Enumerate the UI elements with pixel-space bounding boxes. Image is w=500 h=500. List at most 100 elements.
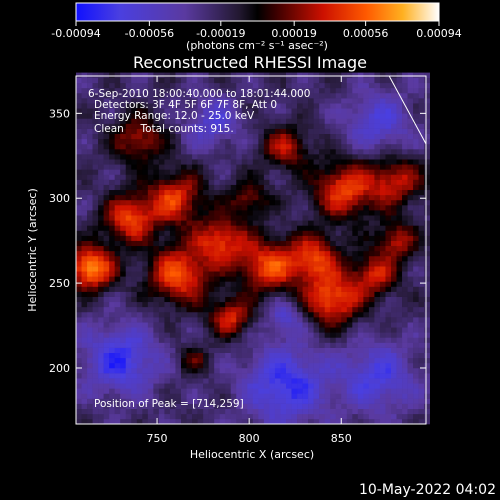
heatmap-pixel	[391, 169, 397, 175]
heatmap-pixel	[308, 281, 314, 287]
heatmap-pixel	[302, 322, 309, 328]
heatmap-pixel	[319, 306, 325, 313]
heatmap-pixel	[153, 286, 160, 292]
heatmap-pixel	[252, 393, 259, 399]
heatmap-pixel	[335, 322, 342, 328]
heatmap-pixel	[258, 92, 265, 99]
heatmap-pixel	[274, 159, 281, 165]
heatmap-pixel	[297, 199, 303, 206]
heatmap-pixel	[280, 357, 287, 364]
heatmap-pixel	[258, 184, 265, 191]
heatmap-pixel	[98, 367, 104, 374]
heatmap-pixel	[214, 408, 220, 415]
heatmap-pixel	[219, 342, 226, 348]
heatmap-pixel	[302, 194, 309, 201]
heatmap-pixel	[424, 306, 430, 313]
heatmap-pixel	[280, 154, 287, 160]
heatmap-pixel	[379, 230, 386, 236]
heatmap-pixel	[164, 82, 171, 89]
heatmap-pixel	[241, 311, 248, 318]
heatmap-pixel	[131, 373, 138, 379]
heatmap-pixel	[330, 235, 337, 241]
heatmap-pixel	[164, 128, 171, 135]
heatmap-pixel	[153, 413, 160, 420]
heatmap-pixel	[92, 296, 99, 303]
heatmap-pixel	[297, 403, 303, 410]
heatmap-pixel	[153, 77, 160, 84]
heatmap-pixel	[357, 286, 364, 292]
heatmap-pixel	[258, 413, 265, 420]
heatmap-pixel	[169, 143, 176, 150]
heatmap-pixel	[286, 367, 292, 374]
heatmap-pixel	[379, 133, 386, 140]
heatmap-pixel	[357, 255, 364, 262]
heatmap-pixel	[197, 174, 204, 180]
heatmap-pixel	[208, 388, 215, 394]
heatmap-pixel	[385, 235, 392, 241]
heatmap-pixel	[346, 118, 353, 124]
heatmap-pixel	[98, 215, 104, 221]
heatmap-pixel	[164, 388, 171, 394]
heatmap-pixel	[280, 87, 287, 94]
heatmap-pixel	[153, 362, 160, 369]
heatmap-pixel	[374, 149, 381, 155]
heatmap-pixel	[258, 393, 265, 399]
heatmap-pixel	[241, 118, 248, 124]
heatmap-pixel	[379, 317, 386, 323]
heatmap-pixel	[330, 347, 337, 353]
heatmap-pixel	[368, 128, 375, 135]
heatmap-pixel	[252, 255, 259, 262]
heatmap-pixel	[418, 210, 425, 216]
heatmap-pixel	[341, 154, 348, 160]
heatmap-pixel	[280, 367, 287, 374]
heatmap-pixel	[153, 388, 160, 394]
heatmap-pixel	[308, 245, 314, 252]
heatmap-pixel	[252, 230, 259, 236]
heatmap-pixel	[76, 199, 82, 206]
heatmap-pixel	[302, 337, 309, 343]
heatmap-pixel	[169, 373, 176, 379]
heatmap-pixel	[131, 311, 138, 318]
heatmap-pixel	[368, 266, 375, 272]
heatmap-pixel	[291, 317, 298, 323]
heatmap-pixel	[87, 220, 93, 226]
heatmap-pixel	[413, 378, 419, 384]
heatmap-pixel	[214, 199, 220, 206]
heatmap-pixel	[374, 72, 381, 78]
heatmap-pixel	[402, 250, 408, 257]
heatmap-pixel	[120, 286, 127, 292]
heatmap-pixel	[274, 133, 281, 140]
heatmap-pixel	[175, 367, 182, 374]
heatmap-pixel	[319, 261, 325, 267]
heatmap-pixel	[192, 230, 198, 236]
heatmap-pixel	[92, 103, 99, 109]
heatmap-pixel	[258, 266, 265, 272]
heatmap-pixel	[391, 388, 397, 394]
heatmap-pixel	[76, 327, 82, 333]
heatmap-pixel	[197, 388, 204, 394]
heatmap-pixel	[142, 342, 149, 348]
heatmap-pixel	[197, 220, 204, 226]
heatmap-pixel	[418, 123, 425, 129]
heatmap-pixel	[252, 332, 259, 338]
heatmap-pixel	[346, 398, 353, 404]
heatmap-pixel	[418, 306, 425, 313]
heatmap-pixel	[274, 281, 281, 287]
heatmap-pixel	[291, 373, 298, 379]
colorbar-tick-label: -0.00094	[51, 27, 100, 40]
heatmap-pixel	[346, 108, 353, 114]
heatmap-pixel	[291, 352, 298, 359]
heatmap-pixel	[153, 118, 160, 124]
heatmap-pixel	[391, 164, 397, 170]
heatmap-pixel	[103, 87, 110, 94]
heatmap-pixel	[203, 87, 209, 94]
heatmap-pixel	[175, 398, 182, 404]
heatmap-pixel	[81, 403, 88, 410]
heatmap-pixel	[391, 118, 397, 124]
heatmap-pixel	[169, 133, 176, 140]
heatmap-pixel	[92, 408, 99, 415]
heatmap-pixel	[181, 362, 187, 369]
heatmap-pixel	[308, 271, 314, 277]
heatmap-pixel	[114, 230, 121, 236]
heatmap-pixel	[136, 215, 143, 221]
